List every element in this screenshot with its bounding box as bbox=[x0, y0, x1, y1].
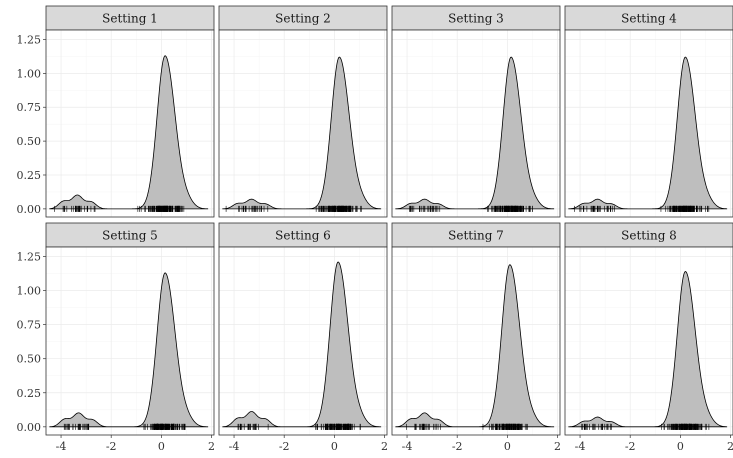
rug-marks bbox=[225, 205, 362, 212]
x-tick-label: -4 bbox=[56, 440, 67, 453]
x-tick-label: 0 bbox=[504, 440, 511, 453]
panel-background bbox=[565, 30, 733, 217]
density-area bbox=[49, 55, 209, 210]
facet-panel-2: Setting 2 bbox=[218, 5, 388, 218]
panel-border bbox=[564, 29, 733, 218]
x-tick-label: -4 bbox=[402, 440, 413, 453]
density-area bbox=[395, 56, 555, 210]
facet-strip-label: Setting 6 bbox=[275, 229, 331, 243]
density-area bbox=[568, 271, 728, 428]
rug-marks bbox=[237, 423, 361, 430]
x-tick-label: 0 bbox=[331, 440, 338, 453]
rug-marks bbox=[581, 423, 710, 430]
x-tick-label: 2 bbox=[554, 440, 561, 453]
facet-strip bbox=[218, 222, 388, 248]
panel-border bbox=[391, 246, 561, 436]
x-tick-label: 0 bbox=[158, 440, 165, 453]
x-tick-label: -4 bbox=[575, 440, 586, 453]
panel-border bbox=[391, 29, 561, 218]
density-area bbox=[395, 264, 555, 428]
facet-strip bbox=[564, 222, 733, 248]
facet-strip-label: Setting 7 bbox=[448, 229, 504, 243]
y-tick-label: 1.25 bbox=[17, 33, 42, 46]
x-tick-label: -2 bbox=[625, 440, 636, 453]
rug-marks bbox=[574, 205, 710, 212]
facet-panel-5: Setting 5 0.00 0.25 0.50 0.75 1.00 1.25 -4 -2 0 2 bbox=[17, 222, 215, 453]
rug-marks bbox=[406, 423, 528, 430]
y-tick-label: 1.00 bbox=[17, 285, 42, 298]
panel-background bbox=[565, 247, 733, 435]
y-tick-label: 0.75 bbox=[17, 319, 42, 332]
x-tick-label: -2 bbox=[452, 440, 463, 453]
x-tick-label: -2 bbox=[279, 440, 290, 453]
density-area bbox=[222, 261, 382, 428]
panel-border bbox=[218, 246, 388, 436]
y-tick-label: 0.50 bbox=[17, 353, 42, 366]
y-tick-label: 0.25 bbox=[17, 387, 42, 400]
panel-border bbox=[45, 246, 215, 436]
y-tick-label: 0.00 bbox=[17, 203, 42, 216]
x-tick-label: -4 bbox=[229, 440, 240, 453]
facet-strip-label: Setting 2 bbox=[275, 12, 331, 26]
panel-background bbox=[219, 30, 387, 217]
x-tick-label: 2 bbox=[208, 440, 215, 453]
rug-marks bbox=[63, 423, 186, 430]
facet-panel-3: Setting 3 bbox=[391, 5, 561, 218]
density-area bbox=[222, 56, 382, 210]
panel-background bbox=[392, 247, 560, 435]
panel-border bbox=[564, 246, 733, 436]
density-area bbox=[568, 56, 728, 210]
panel-border bbox=[218, 29, 388, 218]
y-tick-label: 0.75 bbox=[17, 101, 42, 114]
panel-background bbox=[46, 30, 214, 217]
facet-strip bbox=[45, 5, 215, 31]
x-tick-label: 2 bbox=[727, 440, 733, 453]
x-tick-label: 2 bbox=[381, 440, 388, 453]
facet-panel-4: Setting 4 bbox=[564, 5, 733, 218]
facet-strip-label: Setting 1 bbox=[102, 12, 158, 26]
y-tick-label: 0.25 bbox=[17, 169, 42, 182]
facet-panel-6: Setting 6 -4 -2 0 2 bbox=[218, 222, 388, 453]
facet-strip-label: Setting 4 bbox=[621, 12, 677, 26]
panel-background bbox=[392, 30, 560, 217]
facet-panel-1: Setting 1 0.00 0.25 0.50 0.75 1.00 1.25 bbox=[17, 5, 215, 218]
y-tick-label: 0.00 bbox=[17, 421, 42, 434]
facet-strip bbox=[564, 5, 733, 31]
facet-strip bbox=[391, 5, 561, 31]
facet-panel-7: Setting 7 -4 -2 0 2 bbox=[391, 222, 561, 453]
panel-border bbox=[45, 29, 215, 218]
rug-marks bbox=[409, 205, 533, 212]
facet-strip-label: Setting 8 bbox=[621, 229, 677, 243]
facet-strip-label: Setting 5 bbox=[102, 229, 158, 243]
x-tick-label: -2 bbox=[106, 440, 117, 453]
facet-panel-8: Setting 8 -4 -2 0 2 bbox=[564, 222, 733, 453]
facet-strip-label: Setting 3 bbox=[448, 12, 504, 26]
y-tick-label: 1.25 bbox=[17, 251, 42, 264]
facet-strip bbox=[218, 5, 388, 31]
y-tick-label: 1.00 bbox=[17, 67, 42, 80]
rug-marks bbox=[54, 205, 185, 212]
x-tick-label: 0 bbox=[677, 440, 684, 453]
density-area bbox=[49, 272, 209, 428]
panel-background bbox=[219, 247, 387, 435]
y-tick-label: 0.50 bbox=[17, 135, 42, 148]
panel-background bbox=[46, 247, 214, 435]
